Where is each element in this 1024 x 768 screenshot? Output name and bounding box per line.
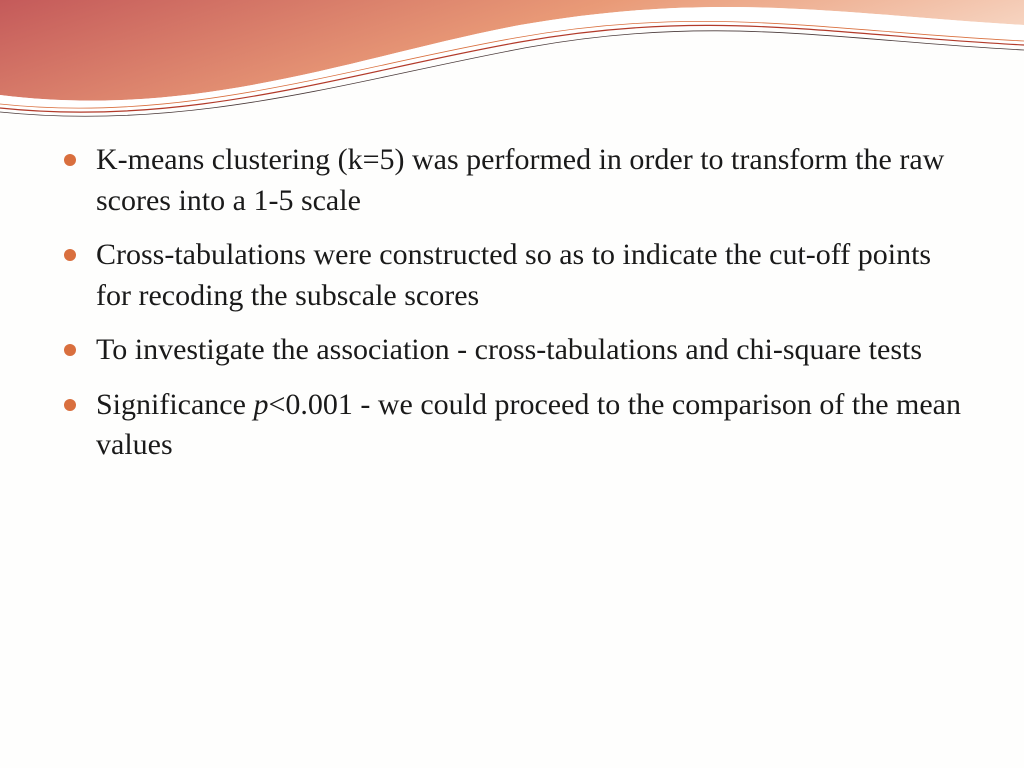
bullet-text-italic: p [253,388,268,421]
bullet-text-prefix: Significance [96,388,253,421]
slide: K-means clustering (k=5) was performed i… [0,0,1024,768]
bullet-item: To investigate the association - cross-t… [60,330,964,371]
bullet-item: K-means clustering (k=5) was performed i… [60,140,964,221]
bullet-item: Significance p<0.001 - we could proceed … [60,385,964,466]
header-swoosh-graphic [0,0,1024,140]
bullet-list: K-means clustering (k=5) was performed i… [60,140,964,466]
bullet-text: Cross-tabulations were constructed so as… [96,238,931,312]
bullet-text: To investigate the association - cross-t… [96,333,922,366]
slide-content: K-means clustering (k=5) was performed i… [60,140,964,480]
bullet-item: Cross-tabulations were constructed so as… [60,235,964,316]
bullet-text: K-means clustering (k=5) was performed i… [96,143,944,217]
